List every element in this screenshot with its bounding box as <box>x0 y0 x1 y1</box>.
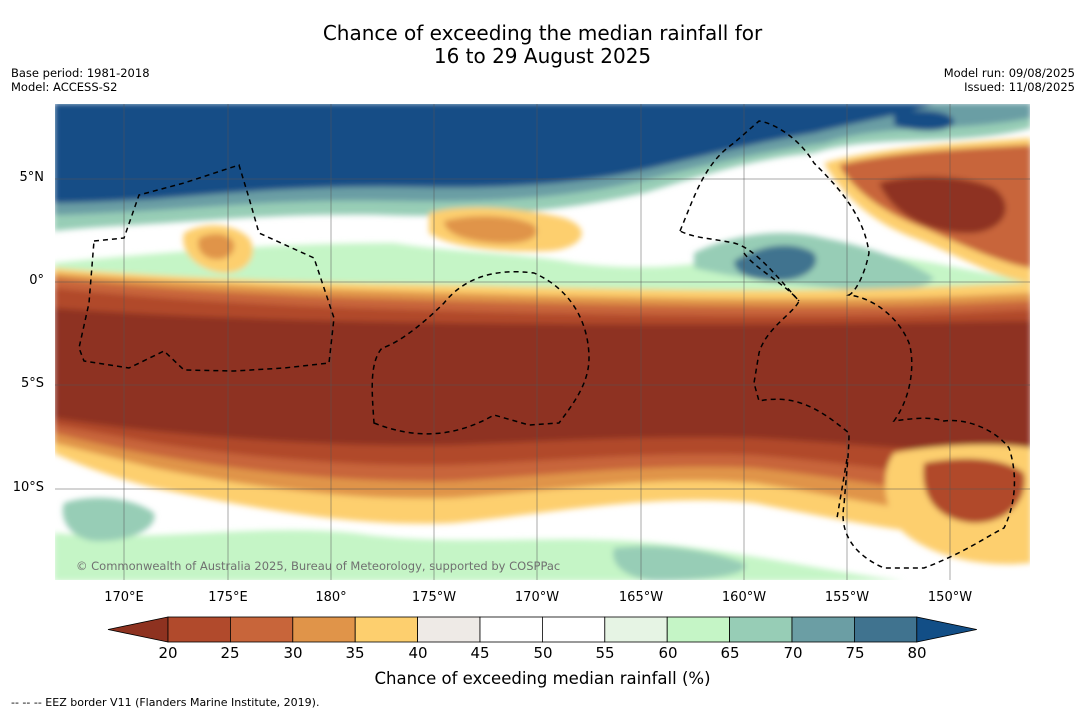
colorbar-cell <box>791 616 855 643</box>
wet-patch-central-75 <box>734 245 817 282</box>
copyright-notice: © Commonwealth of Australia 2025, Bureau… <box>76 559 561 573</box>
lat-label-5n: 5°N <box>19 170 45 185</box>
colorbar-cell <box>666 616 731 643</box>
colorbar-tick-80: 80 <box>907 644 927 662</box>
colorbar-tick-65: 65 <box>720 644 740 662</box>
eez-borders <box>78 120 1016 569</box>
meta-left: Base period: 1981-2018 Model: ACCESS-S2 <box>11 66 150 94</box>
model-run: Model run: 09/08/2025 <box>943 66 1075 80</box>
colorbar-tick-20: 20 <box>158 644 178 662</box>
colorbar-cell <box>542 616 606 643</box>
map-title: Chance of exceeding the median rainfall … <box>0 22 1085 68</box>
title-line-2: 16 to 29 August 2025 <box>433 44 652 68</box>
model-name: Model: ACCESS-S2 <box>11 80 118 94</box>
wet-patch-ne <box>894 110 954 131</box>
colorbar-tick-30: 30 <box>283 644 303 662</box>
colorbar-tick-45: 45 <box>470 644 490 662</box>
colorbar-cell <box>854 616 918 643</box>
dry-patch-nw-30 <box>198 233 235 260</box>
colorbar-tick-70: 70 <box>783 644 803 662</box>
lon-label-160w: 160°W <box>721 590 767 605</box>
lon-label-155w: 155°W <box>824 590 870 605</box>
lon-label-175w: 175°W <box>411 590 457 605</box>
colorbar-tick-40: 40 <box>408 644 428 662</box>
colorbar-cell <box>354 616 419 643</box>
colorbar-cell <box>417 616 481 643</box>
colorbar-cell <box>479 616 543 643</box>
lon-label-170w: 170°W <box>514 590 560 605</box>
map-frame <box>54 103 1031 581</box>
colorbar-extend-high <box>916 616 977 643</box>
eez-legend-note: -- -- -- EEZ border V11 (Flanders Marine… <box>11 696 320 709</box>
colorbar-cell <box>729 616 793 643</box>
lat-label-10s: 10°S <box>12 480 44 495</box>
dry-area-ne-20 <box>879 176 1006 234</box>
colorbar <box>107 616 977 643</box>
colorbar-tick-75: 75 <box>845 644 865 662</box>
dry-patch-north-center-30 <box>444 216 537 244</box>
colorbar-tick-50: 50 <box>533 644 553 662</box>
rainfall-map <box>54 103 1031 581</box>
lon-label-150w: 150°W <box>927 590 973 605</box>
lon-label-180: 180° <box>315 590 347 605</box>
colorbar-cell <box>604 616 668 643</box>
colorbar-tick-60: 60 <box>658 644 678 662</box>
lon-label-165w: 165°W <box>618 590 664 605</box>
dry-patch-se-25 <box>923 458 1025 523</box>
issued-date: Issued: 11/08/2025 <box>964 80 1075 94</box>
wet-patch-sw <box>62 497 155 542</box>
dry-band-20 <box>54 308 1031 454</box>
colorbar-cell <box>167 616 231 643</box>
colorbar-tick-55: 55 <box>595 644 615 662</box>
wet-patch-south <box>613 546 746 581</box>
base-period: Base period: 1981-2018 <box>11 66 150 80</box>
colorbar-extend-low <box>107 616 169 643</box>
graticule <box>54 103 1031 581</box>
lon-label-175e: 175°E <box>208 590 248 605</box>
meta-right: Model run: 09/08/2025 Issued: 11/08/2025 <box>944 66 1075 94</box>
lat-label-0: 0° <box>29 273 44 288</box>
wet-band-north-80 <box>54 103 934 203</box>
colorbar-cell <box>292 616 356 643</box>
colorbar-tick-25: 25 <box>220 644 240 662</box>
lon-label-170e: 170°E <box>104 590 144 605</box>
colorbar-tick-35: 35 <box>345 644 365 662</box>
colorbar-cell <box>229 616 294 643</box>
lat-label-5s: 5°S <box>20 376 44 391</box>
colorbar-label: Chance of exceeding median rainfall (%) <box>374 669 711 688</box>
title-line-1: Chance of exceeding the median rainfall … <box>322 21 763 45</box>
